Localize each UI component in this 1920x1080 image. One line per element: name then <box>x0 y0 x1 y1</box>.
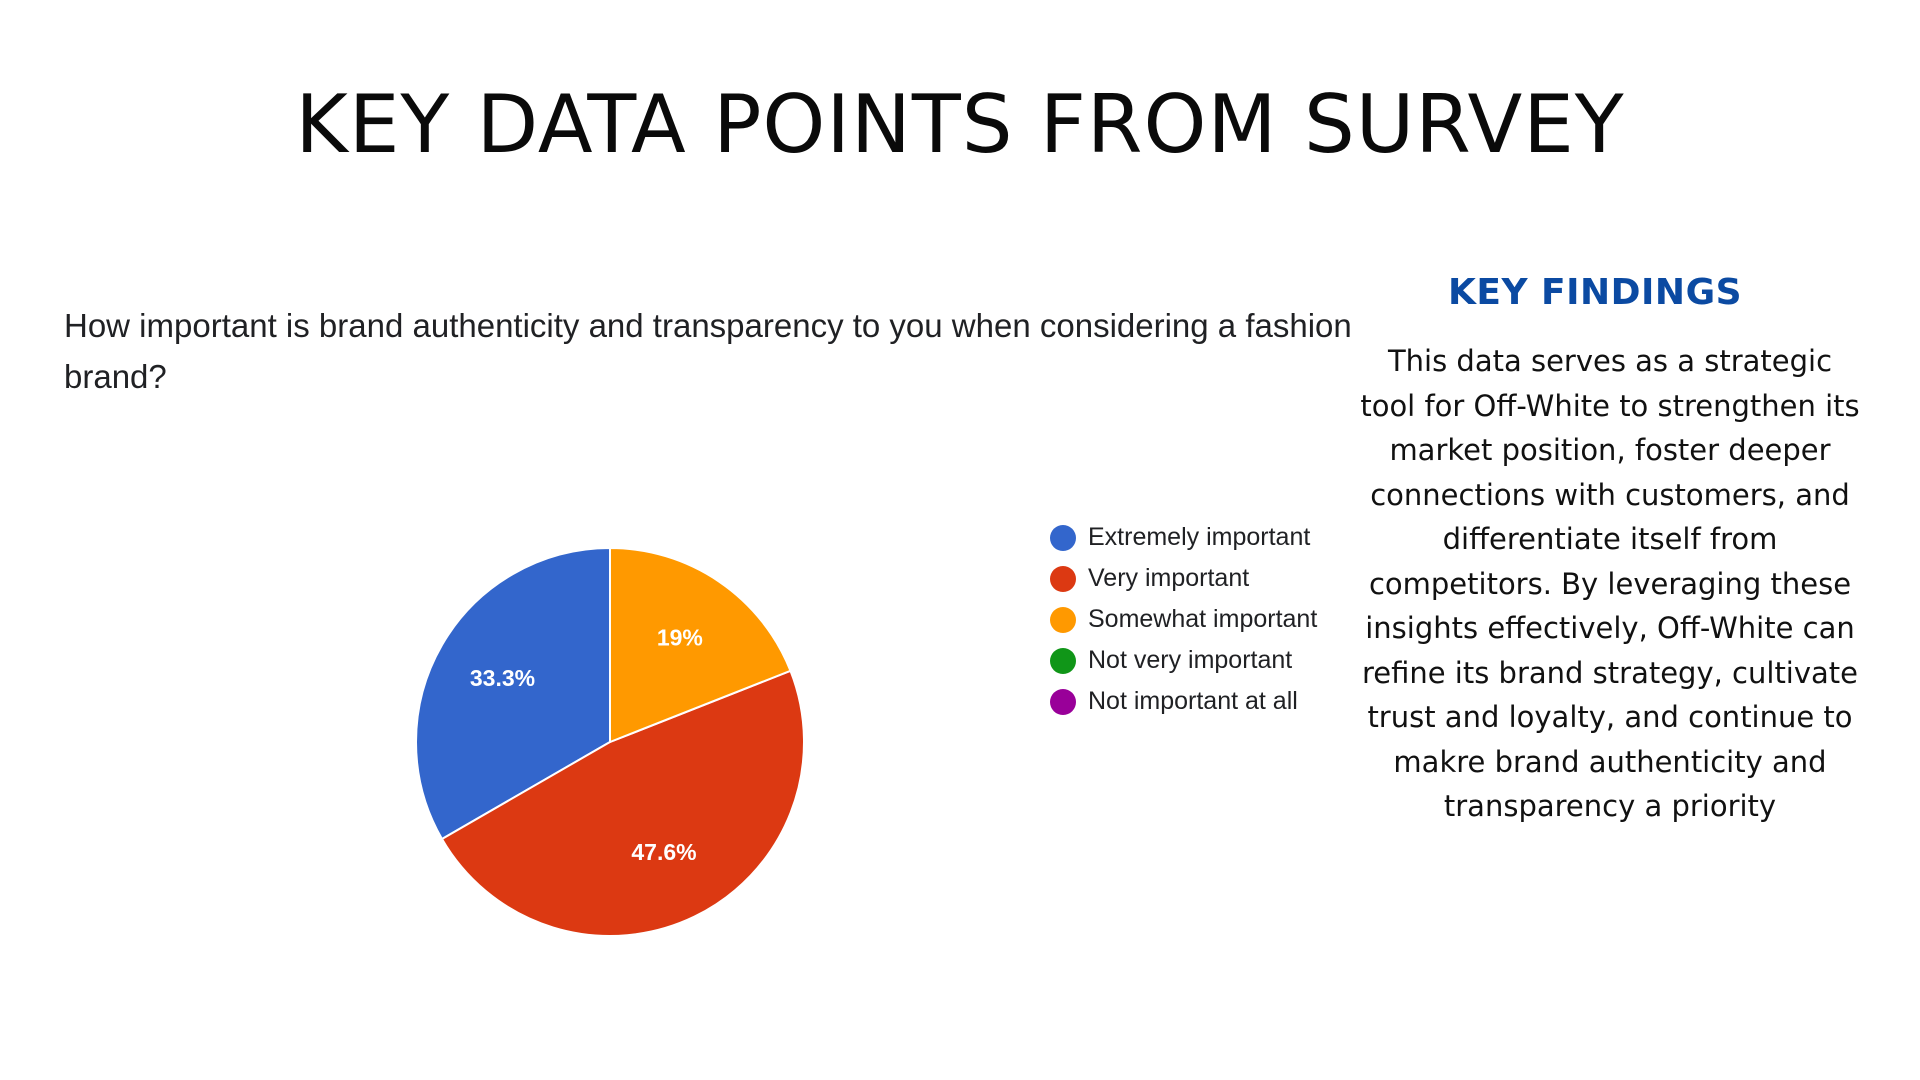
legend-item: Very important <box>1050 558 1317 599</box>
legend-swatch <box>1050 688 1076 715</box>
legend-swatch <box>1050 606 1076 633</box>
legend-item: Extremely important <box>1050 517 1317 558</box>
legend-swatch <box>1050 524 1076 551</box>
legend-label: Extremely important <box>1088 523 1311 551</box>
key-findings-heading: KEY FINDINGS <box>1447 272 1743 313</box>
pie-data-label: 19% <box>657 624 703 650</box>
pie-slice-extremely-important <box>414 546 611 841</box>
legend-label: Not very important <box>1088 646 1293 674</box>
key-findings-panel: KEY FINDINGS This data serves as a strat… <box>1360 272 1860 829</box>
legend-label: Not important at all <box>1088 687 1298 715</box>
legend-item: Somewhat important <box>1050 599 1317 640</box>
chart-legend: Extremely important Very important Somewha… <box>1050 517 1317 722</box>
legend-label: Very important <box>1088 564 1250 592</box>
legend-swatch <box>1050 647 1076 674</box>
chart-title: How important is brand authenticity and … <box>64 307 1352 395</box>
legend-item: Not important at all <box>1050 681 1317 722</box>
legend-item: Not very important <box>1050 640 1317 681</box>
pie-data-label: 47.6% <box>631 839 696 865</box>
legend-label: Somewhat important <box>1088 605 1318 633</box>
pie-data-label: 33.3% <box>470 665 535 691</box>
pie-chart: 33.3% 47.6% 19% <box>414 546 805 937</box>
chart-panel: How important is brand authenticity and … <box>40 272 1352 952</box>
key-findings-text: This data serves as a strategic tool for… <box>1360 344 1860 823</box>
page-title: KEY DATA POINTS FROM SURVEY <box>295 78 1625 171</box>
legend-swatch <box>1050 565 1076 592</box>
pie-slice-somewhat-important <box>609 546 792 744</box>
pie-slice-very-important <box>440 669 805 937</box>
